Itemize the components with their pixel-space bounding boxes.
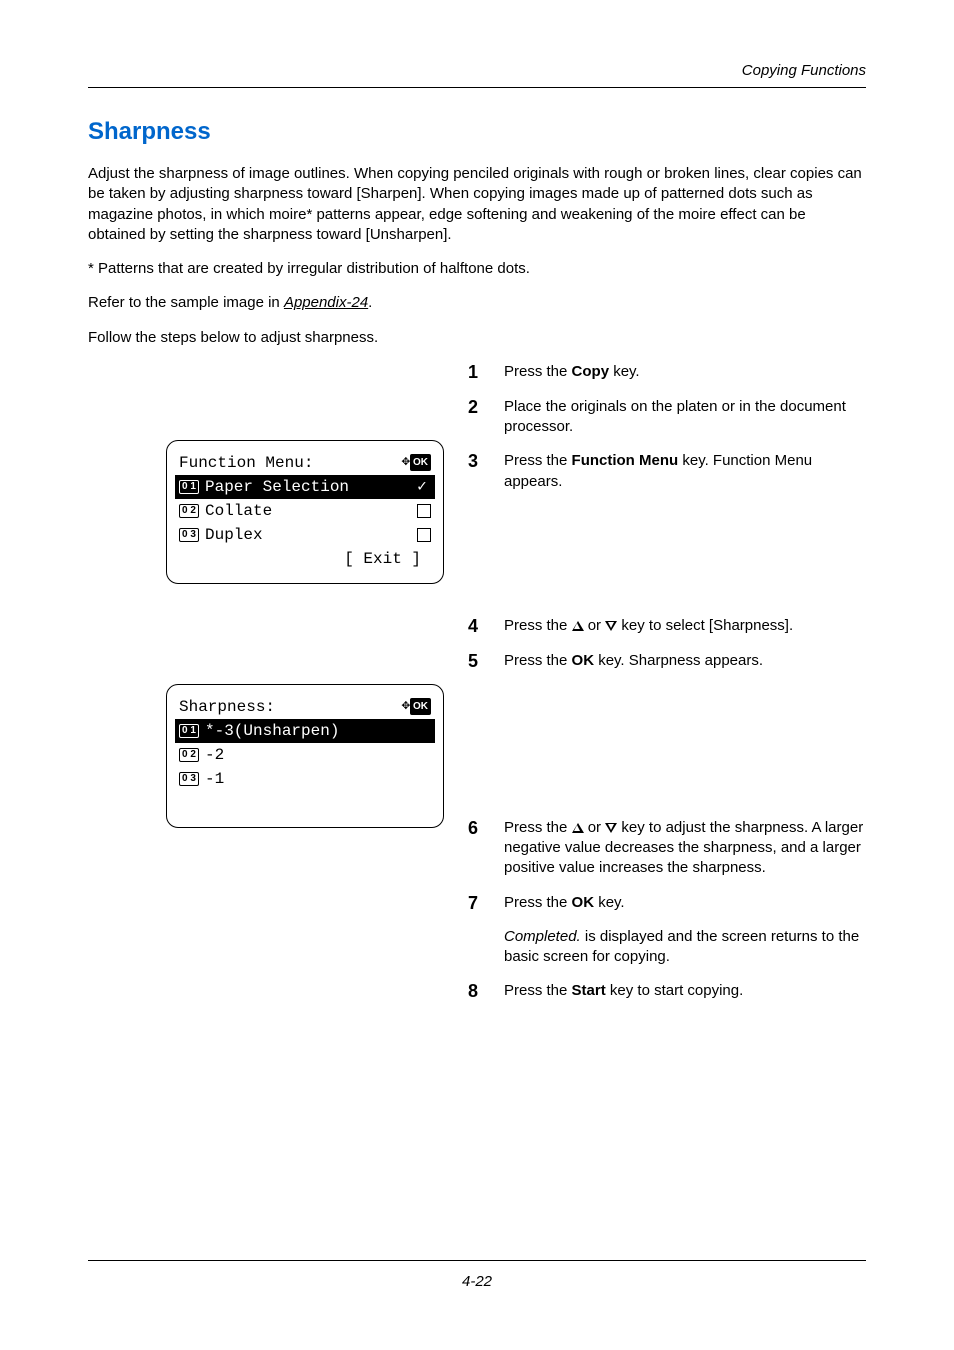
lcd1-exit: [ Exit ] <box>344 547 421 571</box>
lcd2-title: Sharpness: <box>179 695 402 719</box>
step-6-text-a: Press the <box>504 819 572 836</box>
step-6-number: 6 <box>468 818 504 879</box>
step-4: 4 Press the or key to select [Sharpness]… <box>468 616 866 637</box>
row-number-icon: 0 2 <box>179 504 199 518</box>
page-header: Copying Functions <box>88 62 866 88</box>
step-7-key: OK <box>572 894 595 911</box>
step-7-text-c: key. <box>594 894 625 911</box>
triangle-down-icon <box>605 823 617 833</box>
follow-text: Follow the steps below to adjust sharpne… <box>88 328 866 348</box>
refer-prefix: Refer to the sample image in <box>88 294 284 311</box>
row-number-icon: 0 3 <box>179 528 199 542</box>
steps-column: 1 Press the Copy key. 2 Place the origin… <box>468 362 866 1017</box>
step-3-text-a: Press the <box>504 452 572 469</box>
appendix-link[interactable]: Appendix-24 <box>284 294 368 311</box>
row-number-icon: 0 1 <box>179 480 199 494</box>
checkbox-icon <box>417 528 431 542</box>
checkmark-icon: ✓ <box>413 475 431 499</box>
step-2-number: 2 <box>468 397 504 438</box>
lcd-sharpness: Sharpness: ✥OK 0 1 *-3(Unsharpen) 0 2 -2… <box>166 684 444 828</box>
step-4-text-c: key to select [Sharpness]. <box>617 617 793 634</box>
page-footer: 4-22 <box>88 1260 866 1290</box>
triangle-up-icon <box>572 823 584 833</box>
step-4-number: 4 <box>468 616 504 637</box>
step-7-completed: Completed. <box>504 928 581 945</box>
lcd2-row2-label: -2 <box>205 743 431 767</box>
step-3-number: 3 <box>468 451 504 492</box>
step-5: 5 Press the OK key. Sharpness appears. <box>468 651 866 672</box>
step-5-text-a: Press the <box>504 652 572 669</box>
step-7-number: 7 <box>468 893 504 968</box>
lcd2-row-2: 0 2 -2 <box>179 743 431 767</box>
step-6: 6 Press the or key to adjust the sharpne… <box>468 818 866 879</box>
step-5-number: 5 <box>468 651 504 672</box>
step-3: 3 Press the Function Menu key. Function … <box>468 451 866 492</box>
step-3-key: Function Menu <box>572 452 679 469</box>
triangle-down-icon <box>605 621 617 631</box>
lcd2-row-3: 0 3 -1 <box>179 767 431 791</box>
lcd1-title: Function Menu: <box>179 451 402 475</box>
step-7: 7 Press the OK key. Completed. is displa… <box>468 893 866 968</box>
step-7-text-a: Press the <box>504 894 572 911</box>
step-4-text-a: Press the <box>504 617 572 634</box>
lcd-function-menu: Function Menu: ✥OK 0 1 Paper Selection ✓… <box>166 440 444 584</box>
step-1: 1 Press the Copy key. <box>468 362 866 383</box>
step-8-number: 8 <box>468 981 504 1002</box>
footnote: * Patterns that are created by irregular… <box>88 259 866 279</box>
lcd-column: Function Menu: ✥OK 0 1 Paper Selection ✓… <box>88 362 468 1017</box>
lcd1-row2-label: Collate <box>205 499 417 523</box>
step-1-text-a: Press the <box>504 363 572 380</box>
refer-suffix: . <box>368 294 372 311</box>
step-4-text-b: or <box>584 617 606 634</box>
step-8: 8 Press the Start key to start copying. <box>468 981 866 1002</box>
triangle-up-icon <box>572 621 584 631</box>
lcd1-row3-label: Duplex <box>205 523 417 547</box>
step-1-key: Copy <box>572 363 610 380</box>
lcd1-row1-label: Paper Selection <box>205 475 413 499</box>
step-8-key: Start <box>572 982 606 999</box>
checkbox-icon <box>417 504 431 518</box>
step-1-number: 1 <box>468 362 504 383</box>
refer-text: Refer to the sample image in Appendix-24… <box>88 293 866 313</box>
lcd2-row-1: 0 1 *-3(Unsharpen) <box>175 719 435 743</box>
step-8-text-c: key to start copying. <box>606 982 744 999</box>
step-5-text-c: key. Sharpness appears. <box>594 652 763 669</box>
row-number-icon: 0 2 <box>179 748 199 762</box>
step-8-text-a: Press the <box>504 982 572 999</box>
nav-ok-icon: ✥OK <box>402 452 431 473</box>
lcd2-row3-label: -1 <box>205 767 431 791</box>
lcd1-row-3: 0 3 Duplex <box>179 523 431 547</box>
step-6-text-b: or <box>584 819 606 836</box>
lcd2-row1-label: *-3(Unsharpen) <box>205 719 431 743</box>
lcd1-row-1: 0 1 Paper Selection ✓ <box>175 475 435 499</box>
row-number-icon: 0 3 <box>179 772 199 786</box>
step-2-text: Place the originals on the platen or in … <box>504 397 866 438</box>
step-5-key: OK <box>572 652 595 669</box>
row-number-icon: 0 1 <box>179 724 199 738</box>
section-title: Sharpness <box>88 118 866 146</box>
lcd1-exit-row: [ Exit ] <box>179 547 431 571</box>
nav-ok-icon: ✥OK <box>402 696 431 717</box>
lcd1-row-2: 0 2 Collate <box>179 499 431 523</box>
intro-paragraph: Adjust the sharpness of image outlines. … <box>88 164 866 245</box>
step-2: 2 Place the originals on the platen or i… <box>468 397 866 438</box>
step-1-text-c: key. <box>609 363 640 380</box>
